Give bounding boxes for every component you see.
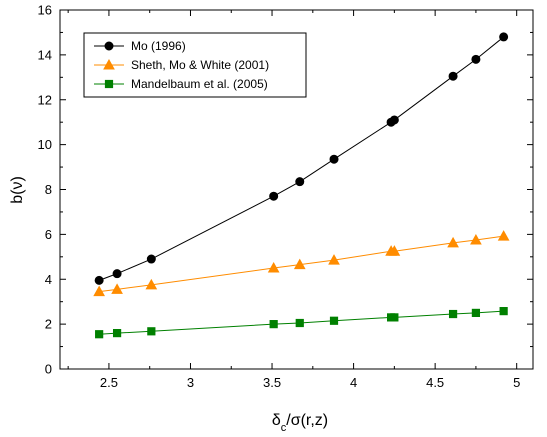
y-axis-label: b(ν) [9, 176, 26, 204]
legend-item: Sheth, Mo & White (2001) [94, 58, 269, 72]
data-point [269, 320, 278, 329]
data-point [328, 254, 340, 265]
y-tick-label: 2 [45, 317, 52, 332]
legend-marker [104, 41, 114, 51]
data-point [389, 115, 399, 125]
y-tick-label: 10 [38, 137, 52, 152]
x-axis-label: δc/σ(r,z) [272, 412, 328, 434]
data-point [293, 258, 306, 270]
data-point [388, 245, 401, 256]
data-point [470, 233, 482, 245]
legend-marker [103, 58, 115, 70]
x-tick-label: 4.5 [426, 375, 444, 390]
series-group [93, 32, 510, 339]
data-point [497, 230, 510, 241]
x-tick-label: 4 [350, 375, 357, 390]
data-point [147, 327, 156, 336]
data-point [390, 313, 399, 322]
x-tick-label: 3 [187, 375, 194, 390]
data-point [448, 309, 458, 319]
series-3 [95, 307, 508, 339]
data-point [112, 329, 122, 338]
data-point [94, 275, 104, 285]
data-point [499, 32, 509, 42]
data-point [111, 283, 123, 294]
x-axis-label-rest: /σ(r,z) [286, 412, 328, 429]
legend-label: Mandelbaum et al. (2005) [131, 77, 268, 91]
x-tick-label: 3.5 [263, 375, 281, 390]
y-tick-label: 16 [38, 3, 52, 18]
data-point [93, 285, 105, 297]
legend-label: Sheth, Mo & White (2001) [131, 58, 269, 72]
x-tick-label: 5 [513, 375, 520, 390]
data-point [329, 316, 339, 325]
y-tick-label: 8 [45, 182, 52, 197]
data-point [295, 318, 304, 328]
data-point [95, 330, 104, 339]
data-point [295, 177, 305, 187]
data-point [447, 236, 459, 248]
legend-label: Mo (1996) [131, 39, 186, 53]
data-point [146, 254, 156, 264]
y-tick-label: 4 [45, 272, 52, 287]
data-point [499, 307, 508, 316]
legend-item: Mandelbaum et al. (2005) [94, 77, 268, 91]
data-point [448, 71, 458, 81]
series-2 [93, 230, 510, 297]
axis-ticks: 2.5 3 3.5 4 4.5 5 0 2 4 6 8 10 12 14 16 [38, 3, 533, 390]
data-point [267, 262, 280, 273]
x-axis-label-main: δ [272, 412, 281, 429]
y-tick-label: 12 [38, 92, 52, 107]
data-point [329, 154, 339, 164]
y-tick-label: 6 [45, 227, 52, 242]
legend: Mo (1996) Sheth, Mo & White (2001) Mandelb… [83, 32, 307, 98]
series-1 [94, 32, 509, 285]
data-point [112, 269, 122, 279]
y-tick-label: 14 [38, 47, 52, 62]
y-tick-label: 0 [45, 362, 52, 377]
legend-item: Mo (1996) [94, 39, 186, 53]
data-point [471, 308, 481, 318]
x-tick-label: 2.5 [100, 375, 118, 390]
data-point [145, 278, 158, 290]
x-axis-label-sub: c [281, 422, 287, 434]
legend-marker [104, 79, 114, 89]
data-point [269, 191, 279, 201]
data-point [471, 54, 481, 64]
